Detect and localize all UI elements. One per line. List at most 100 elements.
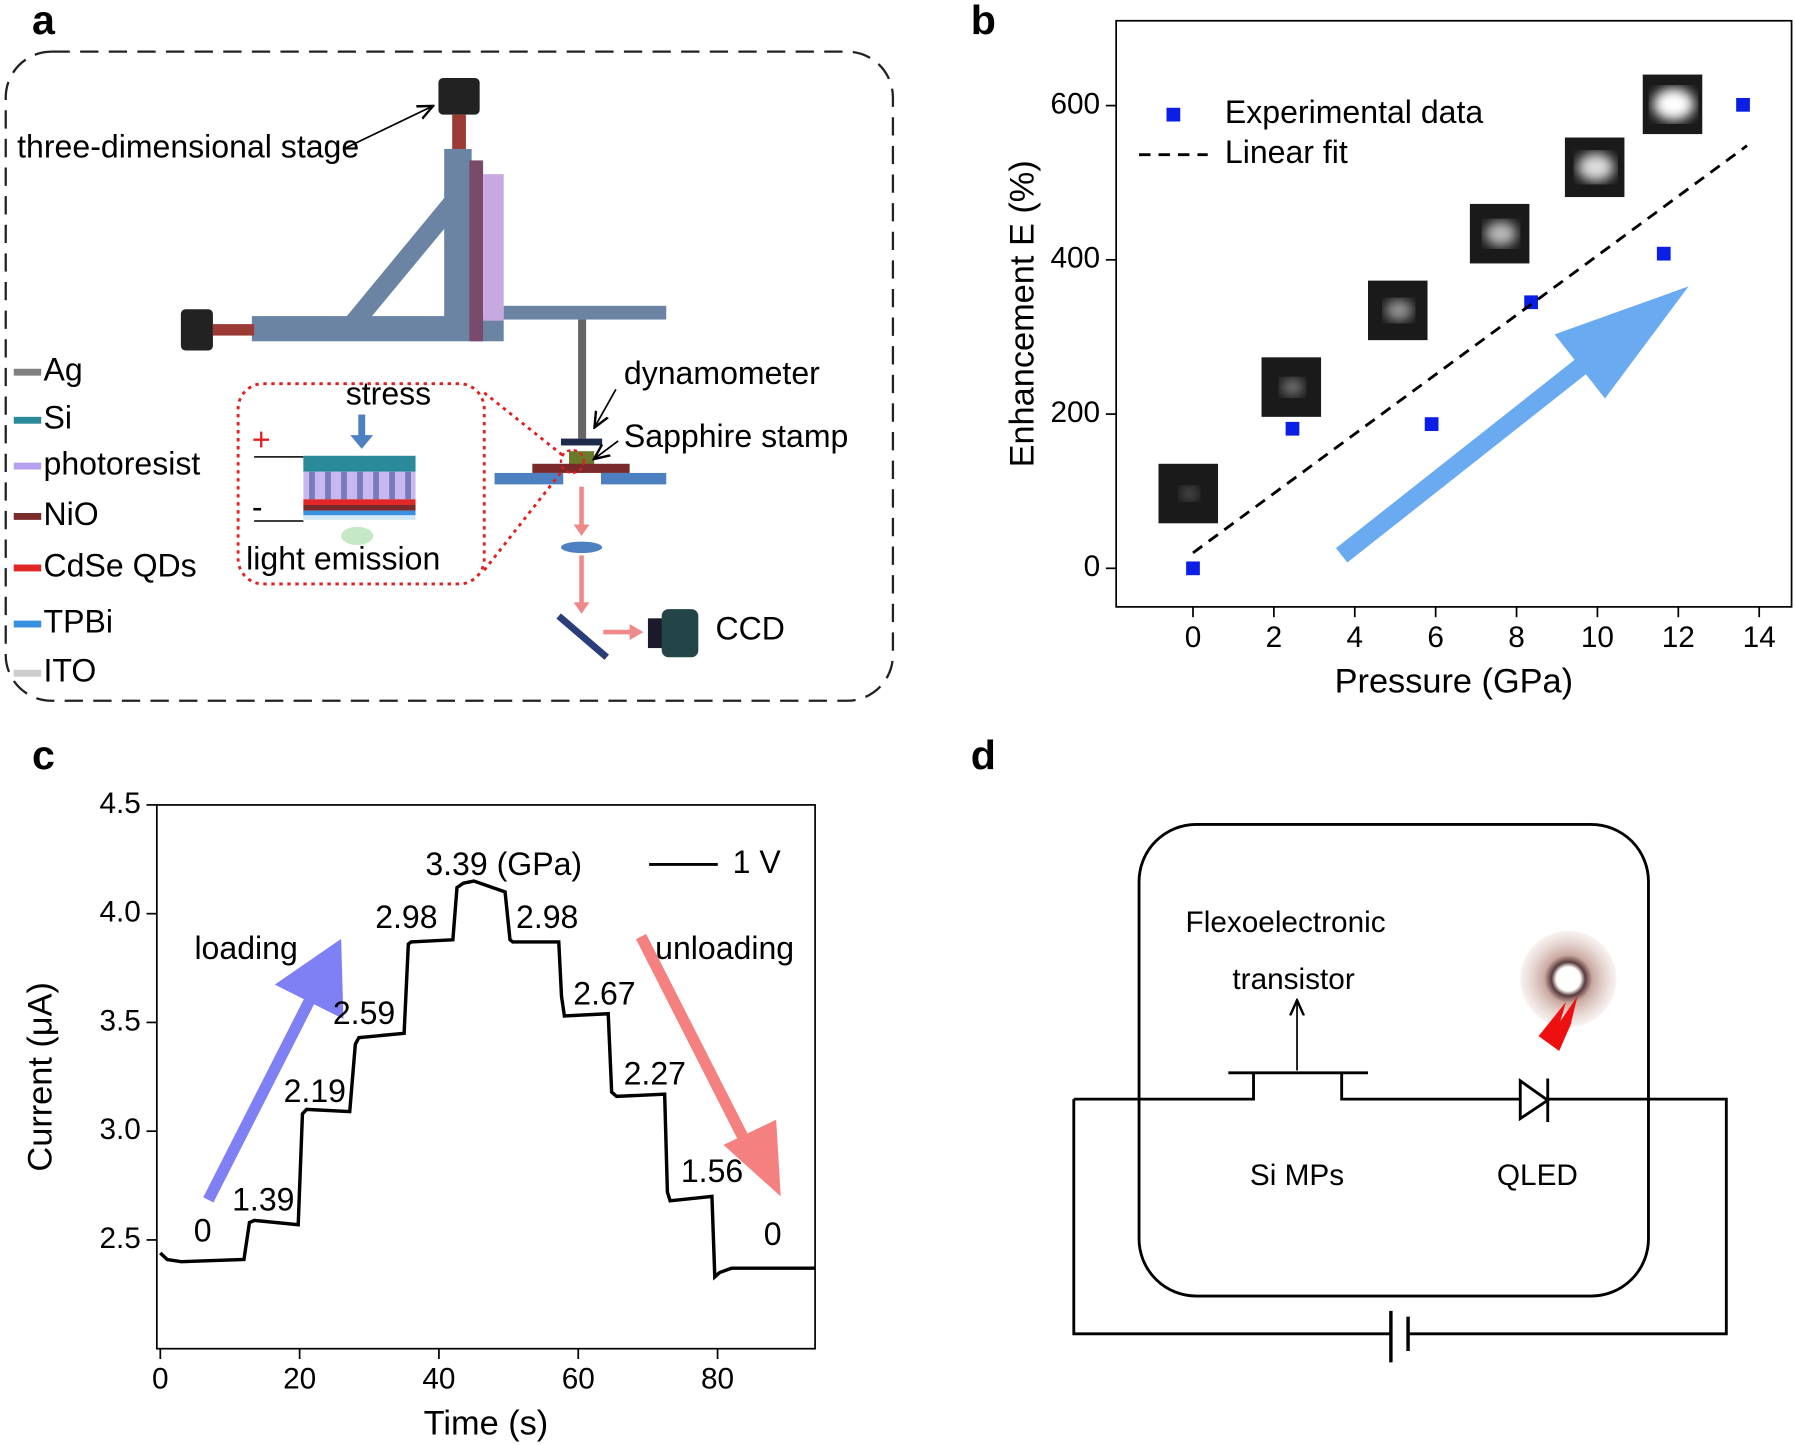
annotation: 0 — [194, 1213, 212, 1249]
annotation-arrow-head — [723, 1119, 781, 1197]
data-point — [1186, 561, 1200, 576]
legend-label: Ag — [44, 352, 83, 388]
legend-label: NiO — [44, 496, 99, 532]
beam — [341, 192, 449, 323]
annotation: loading — [194, 930, 297, 966]
inset-spot — [1653, 88, 1695, 121]
legend-swatch — [13, 620, 42, 628]
arrow — [573, 524, 590, 536]
y-tick-label: 400 — [1050, 242, 1100, 275]
y-axis-label: Current (μA) — [21, 982, 59, 1172]
y-tick-label: 4.5 — [99, 787, 140, 820]
y-axis-label: Enhancement E (%) — [1004, 160, 1042, 467]
stress-arrow — [350, 435, 374, 449]
y-tick-label: 2.5 — [99, 1222, 140, 1255]
label: transistor — [1232, 963, 1354, 996]
legend-swatch — [13, 564, 42, 572]
y-tick-label: 3.0 — [99, 1113, 140, 1146]
legend-swatch — [13, 368, 42, 376]
zoom-box — [236, 382, 486, 586]
pointer — [343, 107, 431, 150]
diode — [1518, 1078, 1551, 1122]
layer — [483, 174, 504, 321]
legend-swatch — [13, 669, 42, 677]
tpbi — [303, 510, 416, 516]
annotation: 0 — [764, 1216, 782, 1252]
diagram-a: three-dimensional stage dynamometer Sapp… — [4, 50, 895, 702]
annotation: 3.39 (GPa) — [425, 846, 582, 882]
x-tick-label: 60 — [562, 1363, 595, 1396]
label: Flexoelectronic — [1186, 906, 1386, 939]
legend-label: photoresist — [44, 446, 201, 482]
chart: 0 2 4 6 8 10 12 14 0 200 400 600 Pressure (GPa) Enhan… — [1004, 19, 1793, 701]
x-tick-label: 6 — [1427, 621, 1444, 654]
leads — [254, 456, 304, 522]
x-tick-label: 14 — [1743, 621, 1776, 654]
x-tick-label: 20 — [283, 1363, 316, 1396]
diagram-d-labels: Flexoelectronic transistor Si MPs QLED — [1186, 906, 1578, 1192]
label: CCD — [715, 610, 784, 646]
pointer — [595, 440, 619, 458]
zoom-lines — [483, 391, 565, 572]
data-point — [1656, 246, 1671, 261]
mirror — [556, 613, 609, 660]
arrow — [573, 602, 590, 614]
annotation-arrow-head — [274, 938, 344, 1019]
annotation: unloading — [655, 930, 794, 966]
x-tick-label: 0 — [152, 1363, 169, 1396]
x-tick-label: 12 — [1662, 621, 1695, 654]
legend-label: 1 V — [733, 844, 782, 880]
label: stress — [346, 376, 431, 412]
inset-spot — [1280, 378, 1304, 396]
zoom-spot — [559, 448, 585, 475]
y-tick-label: 0 — [1084, 550, 1101, 583]
panel-label: c — [32, 732, 55, 778]
emission — [341, 526, 374, 546]
frame — [1137, 822, 1650, 1298]
annotation: 2.59 — [333, 995, 395, 1031]
cap — [180, 309, 213, 351]
data-line — [1192, 144, 1748, 554]
cap — [438, 77, 480, 115]
x-tick-label: 10 — [1581, 621, 1614, 654]
lens — [560, 541, 603, 554]
x-tick-label: 8 — [1508, 621, 1525, 654]
ccd — [647, 618, 667, 649]
x-tick-label: 4 — [1346, 621, 1363, 654]
annotation: 2.98 — [375, 899, 437, 935]
data-point — [1736, 97, 1750, 112]
legend-swatch — [13, 462, 42, 470]
label: three-dimensional stage — [17, 128, 359, 164]
legend: Ag Si photoresist NiO CdSe QDs TPBi ITO — [13, 352, 201, 689]
emission-arrow — [1538, 996, 1578, 1052]
legend-label: Experimental data — [1225, 94, 1483, 130]
pointer — [595, 388, 617, 426]
arrow — [629, 624, 644, 641]
label: light emission — [246, 541, 440, 577]
data-point — [1424, 417, 1439, 431]
nio — [303, 504, 416, 511]
platform — [494, 472, 564, 485]
dynamometer — [578, 319, 587, 439]
plot-frame — [155, 804, 816, 1350]
annotation: 1.39 — [232, 1182, 294, 1218]
legend-marker — [1166, 107, 1181, 122]
inset-spot — [1180, 486, 1199, 501]
annotation: 2.27 — [624, 1056, 686, 1092]
legend-label: CdSe QDs — [44, 547, 197, 583]
panel-labels: a b c d — [32, 0, 996, 778]
legend-swatch — [13, 513, 42, 520]
annotation-arrow — [635, 933, 755, 1154]
x-tick-label: 2 — [1266, 621, 1283, 654]
y-tick-label: 3.5 — [99, 1004, 140, 1037]
data-line — [159, 879, 816, 1281]
emission-glow — [1520, 930, 1617, 1028]
ito — [303, 515, 416, 520]
annotation: 1.56 — [681, 1153, 743, 1189]
diagram-d — [1072, 822, 1728, 1363]
inset-spot — [1385, 299, 1413, 321]
y-tick-label: 200 — [1050, 396, 1100, 429]
x-axis-label: Pressure (GPa) — [1335, 663, 1573, 701]
